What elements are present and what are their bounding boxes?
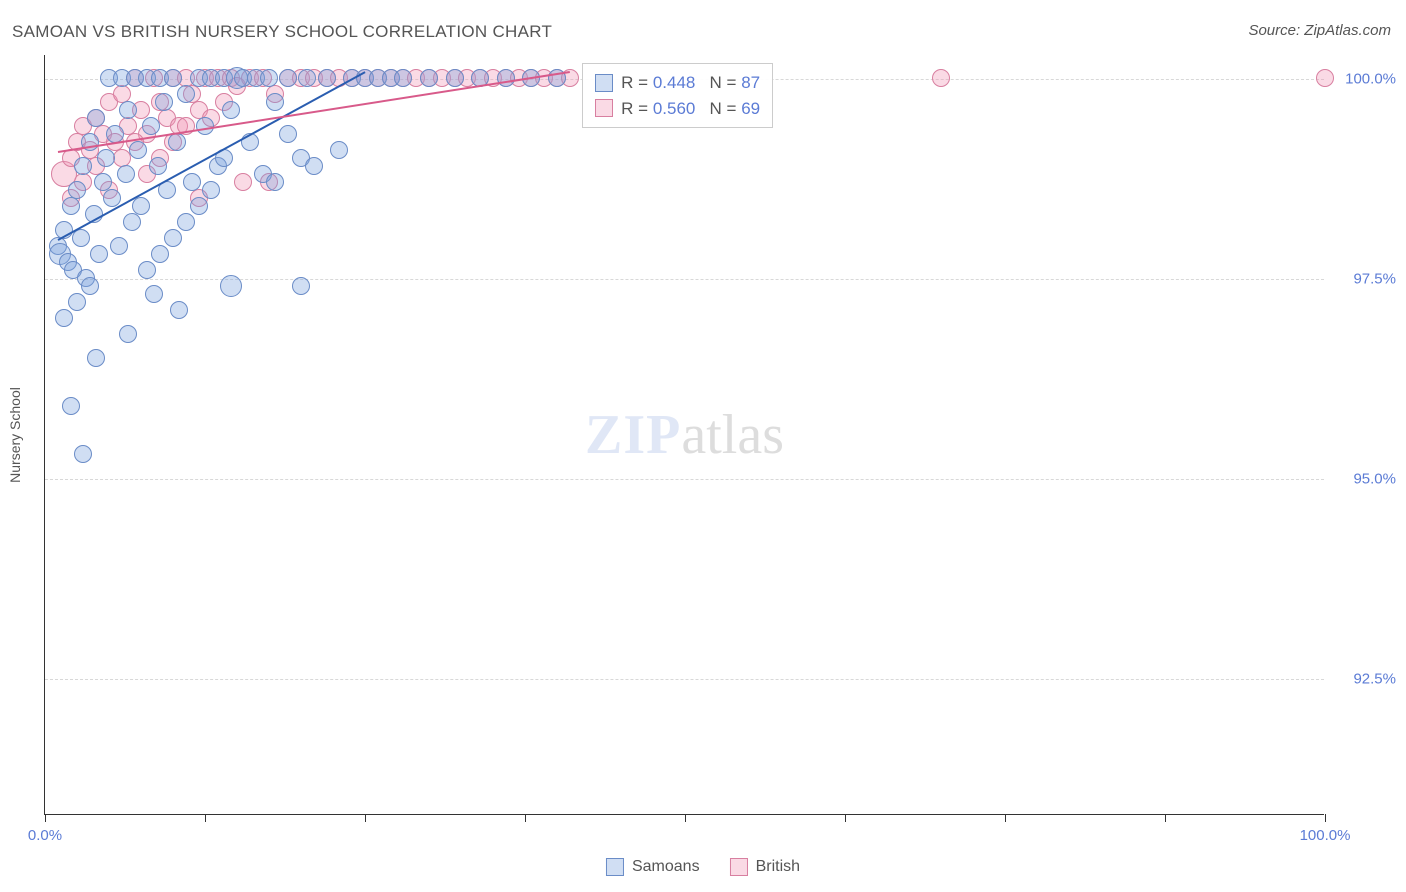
scatter-point-samoan: [292, 277, 310, 295]
scatter-point-samoan: [103, 189, 121, 207]
scatter-point-samoan: [155, 93, 173, 111]
scatter-point-samoan: [497, 69, 515, 87]
scatter-point-samoan: [142, 117, 160, 135]
scatter-point-samoan: [279, 69, 297, 87]
bottom-legend-item: Samoans: [606, 858, 700, 876]
legend-row: R = 0.448 N = 87: [595, 70, 760, 96]
scatter-point-samoan: [177, 85, 195, 103]
scatter-point-samoan: [74, 157, 92, 175]
xtick: [525, 814, 526, 822]
scatter-point-samoan: [222, 101, 240, 119]
scatter-point-samoan: [202, 181, 220, 199]
scatter-point-british: [234, 173, 252, 191]
ytick-label: 92.5%: [1353, 671, 1396, 688]
scatter-point-samoan: [123, 213, 141, 231]
scatter-point-samoan: [119, 101, 137, 119]
ytick-label: 97.5%: [1353, 271, 1396, 288]
scatter-point-samoan: [110, 237, 128, 255]
scatter-point-samoan: [97, 149, 115, 167]
scatter-point-samoan: [164, 69, 182, 87]
scatter-point-samoan: [151, 245, 169, 263]
ytick-label: 95.0%: [1353, 471, 1396, 488]
scatter-point-samoan: [190, 197, 208, 215]
correlation-legend: R = 0.448 N = 87R = 0.560 N = 69: [582, 63, 773, 128]
gridline-h: [45, 679, 1324, 680]
chart-container: SAMOAN VS BRITISH NURSERY SCHOOL CORRELA…: [0, 0, 1406, 892]
xtick: [1165, 814, 1166, 822]
scatter-point-british: [932, 69, 950, 87]
xtick: [365, 814, 366, 822]
scatter-point-samoan: [177, 213, 195, 231]
scatter-point-samoan: [298, 69, 316, 87]
xtick: [845, 814, 846, 822]
legend-text: R = 0.560 N = 69: [621, 96, 760, 122]
y-axis-label: Nursery School: [7, 387, 23, 483]
scatter-point-samoan: [87, 109, 105, 127]
xtick: [1325, 814, 1326, 822]
bottom-legend-item: British: [730, 858, 800, 876]
scatter-point-samoan: [279, 125, 297, 143]
scatter-point-samoan: [183, 173, 201, 191]
scatter-point-samoan: [330, 141, 348, 159]
xtick-label: 100.0%: [1300, 827, 1351, 844]
xtick: [1005, 814, 1006, 822]
chart-title: SAMOAN VS BRITISH NURSERY SCHOOL CORRELA…: [12, 22, 552, 42]
legend-swatch: [595, 99, 613, 117]
scatter-point-samoan: [68, 293, 86, 311]
scatter-point-samoan: [220, 275, 242, 297]
scatter-point-samoan: [117, 165, 135, 183]
bottom-legend-label: British: [756, 858, 800, 876]
scatter-point-samoan: [119, 325, 137, 343]
watermark: ZIPatlas: [585, 403, 784, 467]
legend-swatch: [595, 74, 613, 92]
scatter-point-samoan: [305, 157, 323, 175]
watermark-zip: ZIP: [585, 404, 681, 466]
scatter-point-samoan: [266, 93, 284, 111]
scatter-point-samoan: [81, 277, 99, 295]
xtick: [685, 814, 686, 822]
scatter-point-samoan: [62, 197, 80, 215]
chart-source: Source: ZipAtlas.com: [1248, 22, 1391, 39]
scatter-point-samoan: [62, 397, 80, 415]
ytick-label: 100.0%: [1345, 71, 1396, 88]
scatter-point-samoan: [170, 301, 188, 319]
scatter-point-samoan: [318, 69, 336, 87]
scatter-point-samoan: [164, 229, 182, 247]
scatter-point-samoan: [149, 157, 167, 175]
scatter-point-samoan: [55, 309, 73, 327]
legend-text: R = 0.448 N = 87: [621, 70, 760, 96]
scatter-point-british: [113, 149, 131, 167]
watermark-atlas: atlas: [681, 404, 784, 466]
scatter-point-samoan: [74, 445, 92, 463]
legend-row: R = 0.560 N = 69: [595, 96, 760, 122]
scatter-point-samoan: [420, 69, 438, 87]
bottom-legend: Samoans British: [606, 858, 800, 876]
scatter-point-samoan: [68, 181, 86, 199]
scatter-point-british: [1316, 69, 1334, 87]
scatter-point-samoan: [90, 245, 108, 263]
scatter-point-samoan: [394, 69, 412, 87]
plot-area: Nursery School ZIPatlas 92.5%95.0%97.5%1…: [44, 55, 1324, 815]
legend-swatch: [730, 858, 748, 876]
xtick: [45, 814, 46, 822]
scatter-point-samoan: [138, 261, 156, 279]
scatter-point-samoan: [446, 69, 464, 87]
scatter-point-samoan: [168, 133, 186, 151]
scatter-point-samoan: [145, 285, 163, 303]
xtick-label: 0.0%: [28, 827, 62, 844]
bottom-legend-label: Samoans: [632, 858, 700, 876]
scatter-point-samoan: [260, 69, 278, 87]
scatter-point-samoan: [132, 197, 150, 215]
scatter-point-samoan: [87, 349, 105, 367]
scatter-point-samoan: [129, 141, 147, 159]
scatter-point-samoan: [266, 173, 284, 191]
legend-swatch: [606, 858, 624, 876]
gridline-h: [45, 479, 1324, 480]
xtick: [205, 814, 206, 822]
